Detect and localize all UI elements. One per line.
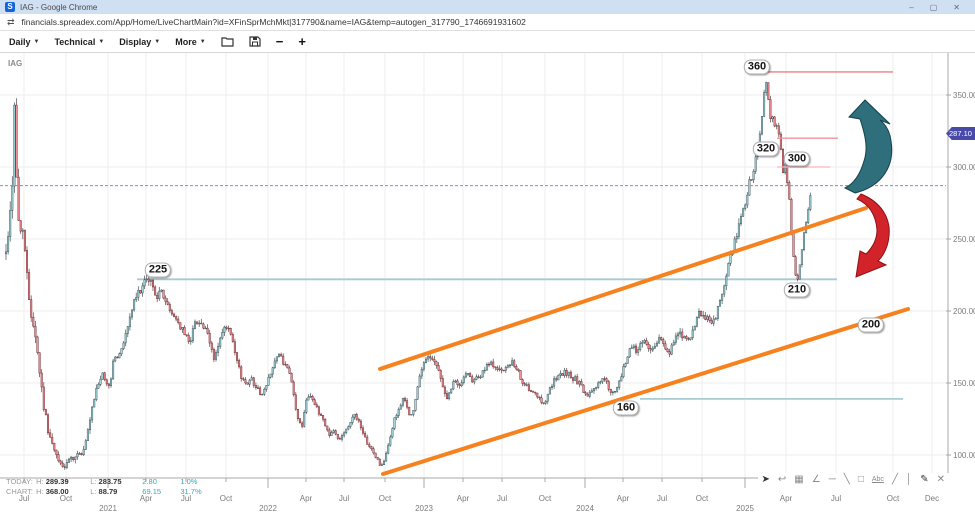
zoom-in-button[interactable]: + (298, 33, 306, 49)
svg-text:2025: 2025 (736, 504, 754, 513)
chevron-down-icon: ▼ (154, 38, 161, 45)
svg-text:Apr: Apr (457, 494, 470, 503)
angle-tool[interactable]: ∠ (811, 474, 821, 485)
chart-stats-row: CHART: H: 368.00 L: 88.79 69.15 31.7% (6, 487, 202, 496)
close-button[interactable]: ✕ (953, 2, 960, 12)
menu-technical[interactable]: Technical ▼ (54, 36, 105, 47)
svg-text:Apr: Apr (617, 494, 630, 503)
tab-switcher-icon[interactable]: ⇄ (7, 16, 15, 27)
svg-text:2022: 2022 (259, 504, 277, 513)
svg-text:Jul: Jul (19, 494, 29, 503)
pencil-tool[interactable]: ✎ (920, 474, 929, 485)
svg-text:350.00: 350.00 (953, 91, 975, 100)
candlesticks (5, 81, 812, 470)
svg-text:2024: 2024 (576, 504, 594, 513)
window-title: IAG - Google Chrome (20, 2, 98, 12)
maximize-button[interactable]: ▢ (929, 2, 938, 12)
menu-display[interactable]: Display ▼ (119, 36, 161, 47)
svg-text:Jul: Jul (339, 494, 349, 503)
spreadex-logo-icon: S (5, 2, 15, 12)
today-stats-row: TODAY: H: 289.39 L: 283.75 2.80 1.0% (6, 477, 198, 486)
vline-tool[interactable]: │ (905, 474, 913, 485)
rect-tool[interactable]: □ (857, 474, 864, 485)
svg-text:100.00: 100.00 (953, 451, 975, 460)
text-tool[interactable]: Abc (871, 476, 884, 483)
drawing-toolbar: ➤ ↩ ▦ ∠ ─ ╲ □ Abc ╱ │ ✎ ✕ (757, 473, 949, 487)
gridlines (0, 53, 948, 478)
chevron-down-icon: ▼ (98, 38, 105, 45)
svg-text:Oct: Oct (379, 494, 392, 503)
url-text[interactable]: financials.spreadex.com/App/Home/LiveCha… (21, 17, 526, 27)
price-level-label-160[interactable]: 160 (612, 400, 640, 416)
svg-text:200.00: 200.00 (953, 307, 975, 316)
segment-tool[interactable]: ╲ (843, 474, 850, 485)
cursor-tool[interactable]: ➤ (761, 474, 770, 485)
browser-urlbar: ⇄ financials.spreadex.com/App/Home/LiveC… (0, 14, 975, 31)
svg-text:Apr: Apr (780, 494, 793, 503)
chevron-down-icon: ▼ (199, 38, 206, 45)
price-level-label-225[interactable]: 225 (144, 262, 172, 278)
price-level-label-200[interactable]: 200 (857, 317, 885, 333)
svg-text:300.00: 300.00 (953, 163, 975, 172)
chart-stats: TODAY: H: 289.39 L: 283.75 2.80 1.0% CHA… (6, 477, 212, 497)
svg-text:Jul: Jul (831, 494, 841, 503)
diag-line-tool[interactable]: ╱ (891, 474, 898, 485)
down-arrow-annotation[interactable] (855, 193, 890, 278)
support-lines[interactable] (137, 278, 903, 400)
symbol-label: IAG (8, 59, 23, 68)
curve-arrow-tool[interactable]: ↩ (777, 474, 787, 485)
open-folder-icon[interactable] (221, 36, 234, 47)
minimize-button[interactable]: – (909, 2, 914, 12)
hline-tool[interactable]: ─ (828, 474, 836, 485)
grid-tool[interactable]: ▦ (794, 474, 804, 485)
chart-canvas[interactable]: 350.00 300.00 250.00 200.00 150.00 100.00 Jul O… (0, 53, 975, 520)
save-icon[interactable] (249, 36, 261, 47)
svg-text:Apr: Apr (140, 494, 153, 503)
trend-channel[interactable] (378, 206, 910, 476)
price-level-label-320[interactable]: 320 (752, 141, 780, 157)
resistance-lines[interactable] (768, 71, 893, 168)
chart-toolbar: Daily ▼ Technical ▼ Display ▼ More ▼ − + (0, 31, 975, 53)
svg-text:Oct: Oct (696, 494, 709, 503)
svg-text:Oct: Oct (539, 494, 552, 503)
svg-text:2021: 2021 (99, 504, 117, 513)
menu-daily[interactable]: Daily ▼ (9, 36, 40, 47)
svg-text:Apr: Apr (300, 494, 313, 503)
current-price-badge: 287.10 (946, 127, 975, 140)
svg-text:Jul: Jul (181, 494, 191, 503)
chevron-down-icon: ▼ (33, 38, 40, 45)
svg-text:150.00: 150.00 (953, 379, 975, 388)
svg-text:Oct: Oct (887, 494, 900, 503)
menu-more[interactable]: More ▼ (175, 36, 206, 47)
zoom-out-button[interactable]: − (275, 33, 284, 49)
close-tool[interactable]: ✕ (936, 474, 945, 485)
price-level-label-300[interactable]: 300 (783, 151, 811, 167)
svg-text:250.00: 250.00 (953, 235, 975, 244)
price-chart-svg: 350.00 300.00 250.00 200.00 150.00 100.00 Jul O… (0, 53, 975, 513)
svg-text:Oct: Oct (60, 494, 73, 503)
up-arrow-annotation[interactable] (843, 99, 893, 194)
svg-text:Jul: Jul (497, 494, 507, 503)
svg-text:Jul: Jul (657, 494, 667, 503)
window-titlebar: S IAG - Google Chrome – ▢ ✕ (0, 0, 975, 14)
svg-text:2023: 2023 (415, 504, 433, 513)
price-level-label-210[interactable]: 210 (783, 282, 811, 298)
price-level-label-360[interactable]: 360 (743, 59, 771, 75)
svg-text:Oct: Oct (220, 494, 233, 503)
svg-text:Dec: Dec (925, 494, 939, 503)
